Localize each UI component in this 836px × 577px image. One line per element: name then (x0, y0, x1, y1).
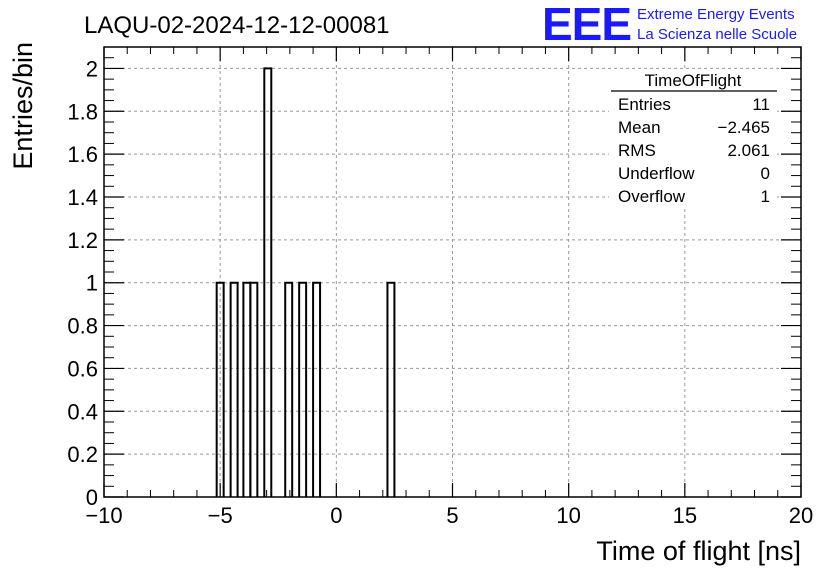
stats-row-label: Overflow (618, 187, 686, 206)
eee-logo-line2: La Scienza nelle Scuole (637, 26, 797, 43)
x-tick-label: 5 (446, 503, 458, 528)
histogram-bar (298, 281, 308, 497)
histogram-bar (229, 281, 239, 497)
stats-box: TimeOfFlight Entries 11 Mean −2.465 RMS 2.061… (609, 69, 777, 209)
eee-logo-line1: Extreme Energy Events (637, 6, 795, 23)
x-tick-label: 15 (673, 503, 697, 528)
histogram-bar (312, 281, 322, 497)
stats-box-background (609, 69, 777, 209)
y-axis-title: Entries/bin (8, 42, 38, 170)
stats-row-value: 1 (761, 187, 770, 206)
x-axis-title: Time of flight [ns] (596, 536, 801, 566)
y-tick-label: 2 (86, 56, 98, 81)
x-tick-label: −10 (85, 503, 122, 528)
stats-row-label: RMS (618, 141, 656, 160)
stats-row-label: Underflow (618, 164, 695, 183)
eee-logo-letters: EEE (542, 0, 631, 50)
histogram-bar (263, 67, 273, 497)
grid-lines (104, 47, 801, 497)
stats-row-value: 0 (761, 164, 770, 183)
y-tick-label: 1.2 (67, 228, 98, 253)
stats-row-label: Mean (618, 118, 661, 137)
histogram-bar (242, 281, 252, 497)
x-tick-label: −5 (208, 503, 233, 528)
stats-row-value: 11 (752, 95, 770, 114)
axis-ticks (103, 46, 802, 498)
y-tick-label: 1.8 (67, 99, 98, 124)
x-tick-label: 0 (330, 503, 342, 528)
stats-rows: Entries 11 Mean −2.465 RMS 2.061 Underflow 0 Ove… (618, 95, 770, 206)
stats-row-label: Entries (618, 95, 671, 114)
x-tick-label: 20 (789, 503, 813, 528)
histogram-bar (284, 281, 294, 497)
stats-row-value: −2.465 (718, 118, 770, 137)
y-tick-label: 1.6 (67, 142, 98, 167)
histogram-bars (215, 67, 396, 497)
stats-row-value: 2.061 (727, 141, 770, 160)
eee-logo: EEE Extreme Energy Events La Scienza nel… (542, 0, 797, 50)
y-tick-label: 1.4 (67, 185, 98, 210)
histogram-bar (386, 281, 396, 497)
x-tick-labels: −10 −5 0 5 10 15 20 (85, 503, 813, 528)
y-tick-label: 1 (86, 271, 98, 296)
histogram-bar (215, 281, 225, 497)
y-tick-label: 0.4 (67, 399, 98, 424)
y-tick-label: 0.6 (67, 356, 98, 381)
plot-title: LAQU-02-2024-12-12-00081 (84, 12, 390, 39)
x-tick-label: 10 (556, 503, 580, 528)
stats-title: TimeOfFlight (645, 71, 742, 90)
y-tick-labels: 0 0.2 0.4 0.6 0.8 1 1.2 1.4 1.6 1.8 2 (67, 56, 98, 510)
y-tick-label: 0 (86, 485, 98, 510)
y-tick-label: 0.2 (67, 442, 98, 467)
y-tick-label: 0.8 (67, 314, 98, 339)
histogram-bar (249, 281, 259, 497)
